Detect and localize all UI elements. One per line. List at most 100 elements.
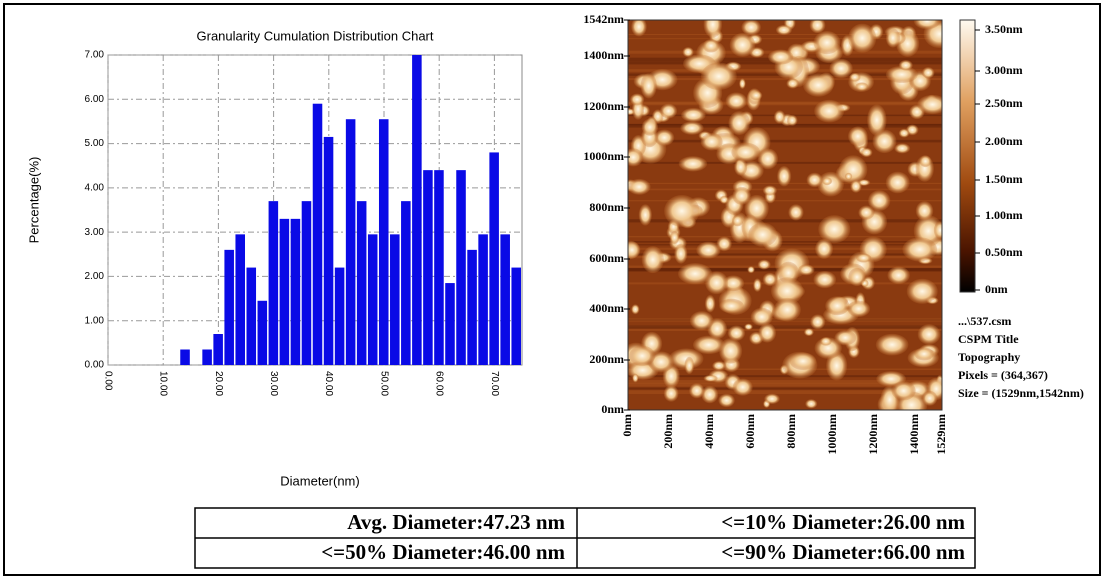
afm-y-label: 400nm — [589, 301, 624, 315]
afm-grain — [719, 338, 743, 364]
afm-grain — [906, 278, 938, 304]
afm-grain — [700, 62, 737, 91]
afm-grain — [762, 272, 778, 287]
afm-grain — [684, 356, 695, 375]
afm-grain — [829, 58, 853, 79]
afm-grain — [758, 323, 777, 343]
afm-grain — [913, 20, 941, 30]
afm-grain — [894, 143, 911, 154]
bar — [390, 234, 400, 365]
afm-grain — [855, 82, 869, 91]
afm-grain — [701, 385, 719, 404]
colorbar-label: 2.50nm — [985, 96, 1023, 110]
afm-grain — [719, 298, 744, 314]
afm-x-label: 200nm — [661, 414, 675, 449]
afm-grain — [815, 238, 834, 259]
afm-grain — [847, 126, 868, 147]
afm-y-label: 800nm — [589, 200, 624, 214]
afm-streak — [628, 124, 942, 128]
afm-x-label: 1400nm — [907, 414, 921, 455]
afm-grain — [681, 107, 706, 123]
afm-grain — [744, 323, 753, 331]
afm-grain — [762, 185, 777, 196]
afm-grain — [668, 348, 704, 370]
x-tick-label: 50.00 — [378, 371, 389, 396]
table-cell: <=10% Diameter:26.00 nm — [721, 510, 965, 534]
afm-grain — [659, 103, 678, 119]
afm-streak — [628, 328, 942, 332]
afm-info: Size = (1529nm,1542nm) — [958, 386, 1084, 400]
afm-info: Pixels = (364,367) — [958, 368, 1048, 382]
afm-grain — [716, 236, 732, 252]
afm-y-label: 1542nm — [583, 12, 624, 26]
afm-grain — [933, 221, 942, 240]
afm-grain — [875, 333, 909, 356]
afm-grain — [803, 328, 814, 337]
afm-grain — [628, 178, 651, 195]
afm-grain — [678, 156, 708, 172]
afm-grain — [820, 336, 832, 346]
afm-grain — [922, 390, 938, 406]
afm-grain — [915, 201, 934, 221]
afm-x-label: 1200nm — [866, 414, 880, 455]
afm-grain — [867, 104, 887, 136]
afm-grain — [914, 347, 934, 361]
bar — [312, 103, 323, 365]
y-tick-label: 7.00 — [85, 50, 105, 61]
afm-grain — [728, 111, 750, 136]
bar — [456, 170, 466, 365]
afm-info: ...\537.csm — [958, 314, 1011, 328]
afm-grain — [729, 32, 756, 57]
afm-streak — [628, 102, 942, 105]
afm-grain — [629, 345, 656, 367]
bar — [467, 249, 477, 365]
afm-grain — [725, 92, 748, 110]
table-cell: <=50% Diameter:46.00 nm — [321, 540, 565, 564]
chart-title: Granularity Cumulation Distribution Char… — [197, 28, 434, 43]
x-tick-label: 10.00 — [158, 371, 169, 396]
y-tick-label: 4.00 — [85, 182, 105, 193]
afm-grain — [885, 28, 901, 48]
afm-grain — [641, 246, 664, 274]
afm-grain — [629, 93, 645, 106]
stats-table: Avg. Diameter:47.23 nm <=10% Diameter:26… — [194, 507, 976, 569]
afm-grain — [741, 20, 761, 36]
bar — [378, 119, 389, 365]
x-tick-label: 20.00 — [213, 371, 224, 396]
afm-grain — [849, 72, 861, 82]
bar — [224, 249, 234, 365]
afm-grain — [856, 253, 872, 263]
bar — [356, 201, 367, 365]
afm-streak — [628, 382, 942, 387]
afm-grain — [885, 65, 918, 84]
y-tick-label: 0.00 — [85, 360, 105, 371]
afm-grain — [891, 381, 916, 401]
bar — [235, 234, 245, 365]
afm-streak — [628, 241, 942, 243]
afm-grain — [764, 393, 780, 405]
bar — [279, 218, 290, 365]
afm-grain — [663, 385, 679, 402]
afm-grain — [848, 267, 866, 287]
afm-grain — [825, 296, 850, 316]
afm-grain — [850, 179, 862, 193]
afm-grain — [806, 172, 823, 188]
bar — [500, 234, 510, 365]
table-cell: Avg. Diameter:47.23 nm — [347, 510, 565, 534]
afm-grain — [753, 278, 762, 292]
bar — [345, 119, 356, 365]
afm-grain — [777, 165, 792, 187]
afm-grain — [887, 266, 910, 285]
afm-grain — [847, 300, 871, 318]
y-tick-label: 6.00 — [85, 94, 105, 105]
afm-grain — [917, 94, 942, 115]
afm-grain — [786, 114, 798, 126]
afm-x-label: 1000nm — [825, 414, 839, 455]
afm-x-label: 400nm — [702, 414, 716, 449]
afm-grain — [702, 38, 720, 53]
afm-grain — [722, 275, 745, 292]
bar — [290, 218, 301, 365]
afm-grain — [848, 23, 877, 53]
bar — [246, 267, 257, 365]
bar — [401, 201, 411, 365]
